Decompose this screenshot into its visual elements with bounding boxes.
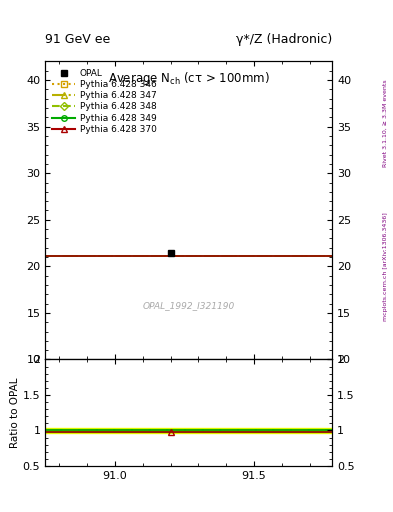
Bar <box>45 428 332 433</box>
Text: γ*/Z (Hadronic): γ*/Z (Hadronic) <box>236 33 332 46</box>
Text: Average N$_{\rm ch}$ (cτ > 100mm): Average N$_{\rm ch}$ (cτ > 100mm) <box>108 70 270 88</box>
Legend: OPAL, Pythia 6.428 346, Pythia 6.428 347, Pythia 6.428 348, Pythia 6.428 349, Py: OPAL, Pythia 6.428 346, Pythia 6.428 347… <box>50 66 159 137</box>
Y-axis label: Ratio to OPAL: Ratio to OPAL <box>10 377 20 448</box>
Text: Rivet 3.1.10, ≥ 3.3M events: Rivet 3.1.10, ≥ 3.3M events <box>383 79 387 167</box>
Text: 91 GeV ee: 91 GeV ee <box>45 33 110 46</box>
Bar <box>45 429 332 432</box>
Text: OPAL_1992_I321190: OPAL_1992_I321190 <box>143 302 235 310</box>
Text: mcplots.cern.ch [arXiv:1306.3436]: mcplots.cern.ch [arXiv:1306.3436] <box>383 212 387 321</box>
